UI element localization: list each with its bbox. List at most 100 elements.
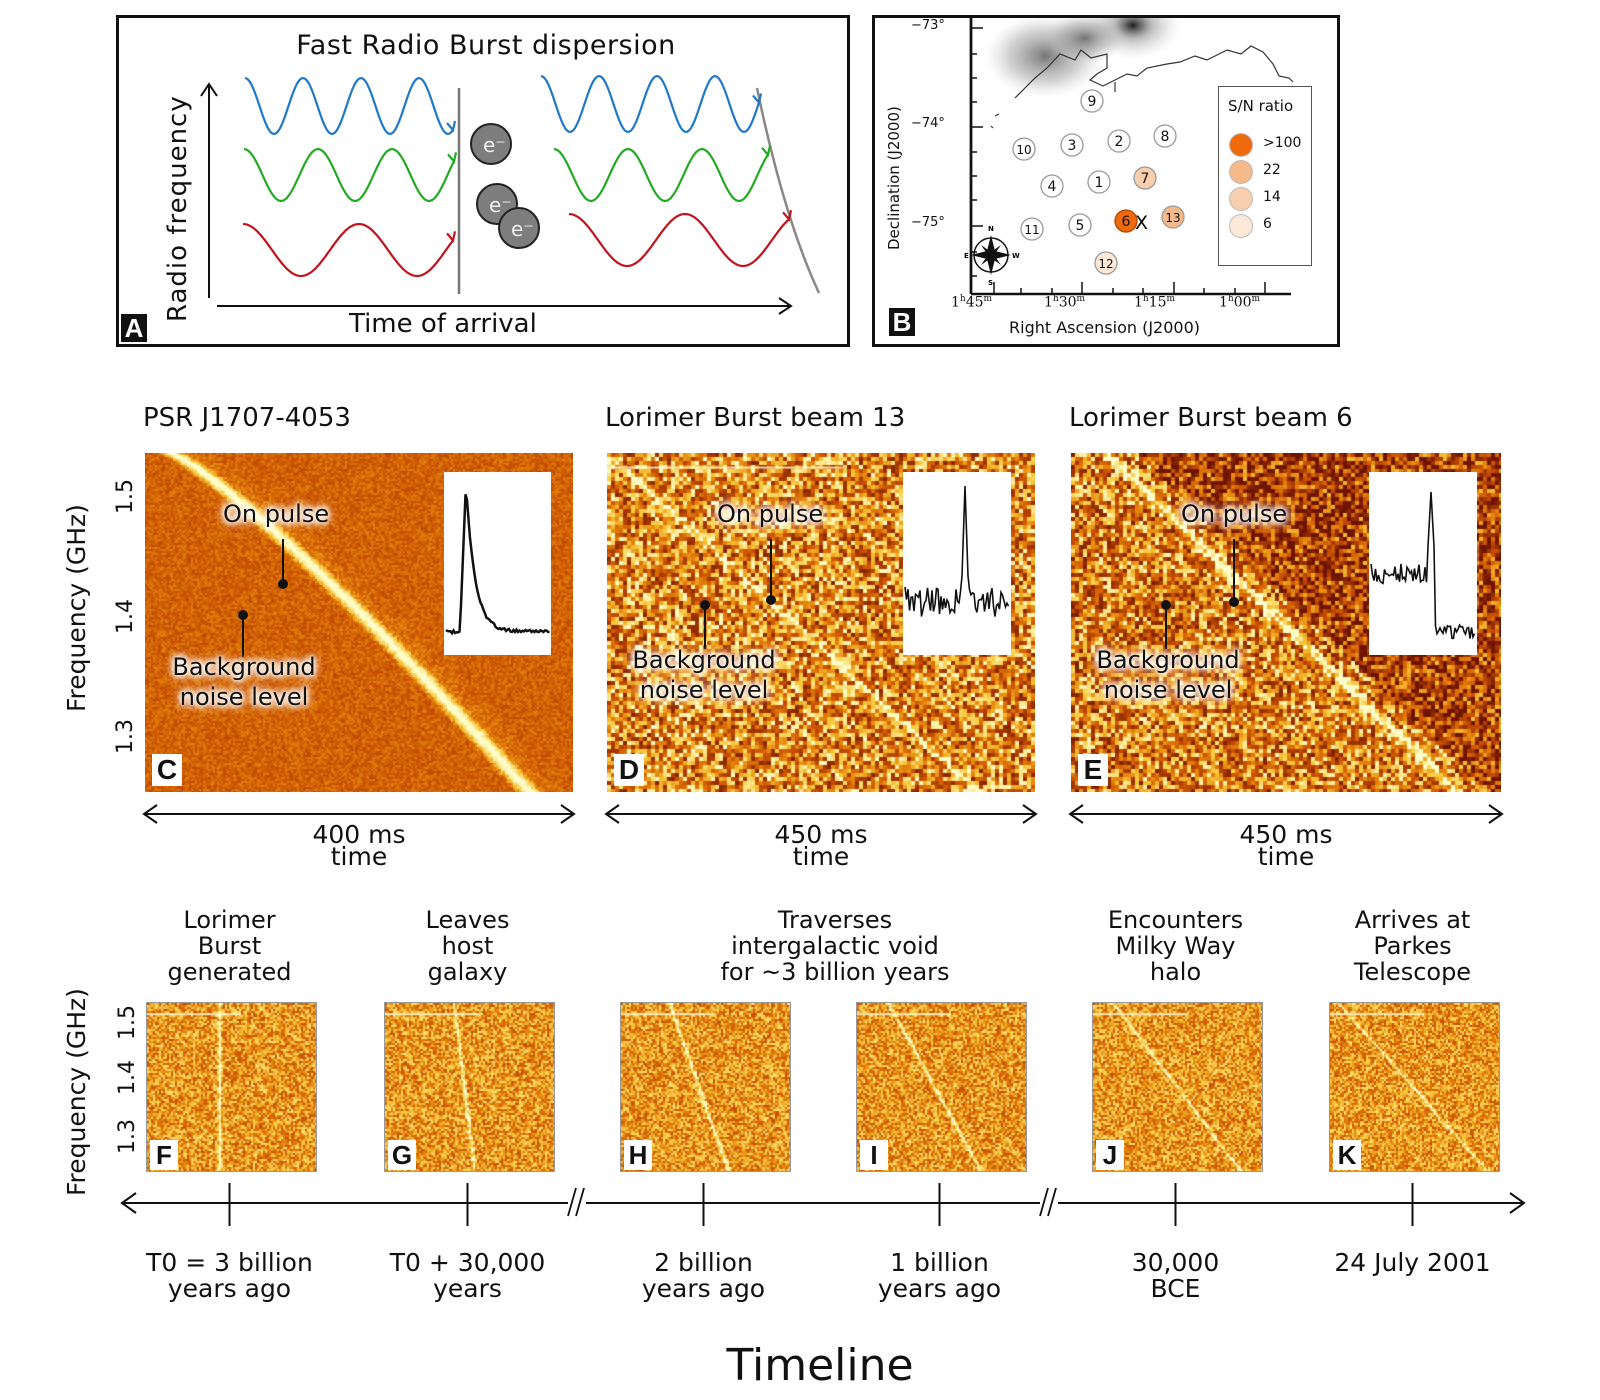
legend-label: 14 xyxy=(1263,189,1281,205)
caption-line: intergalactic void xyxy=(731,932,939,960)
stage-time-label: T0 = 3 billion years ago xyxy=(110,1250,350,1302)
frequency-axis-label-top: Frequency (GHz) xyxy=(62,504,91,712)
time-line: 1 billion xyxy=(890,1248,989,1277)
panel-letter-i: I xyxy=(860,1140,888,1170)
sn-legend: S/N ratio >100 22 14 6 xyxy=(1218,86,1312,266)
time-word: time xyxy=(1257,842,1315,871)
stage-spectrum: I xyxy=(856,1002,1027,1172)
beam-label: 7 xyxy=(1141,171,1150,187)
time-line: 24 July 2001 xyxy=(1334,1248,1491,1277)
caption-line: galaxy xyxy=(427,958,508,986)
beam-2: 2 xyxy=(1107,129,1131,153)
legend-swatch xyxy=(1229,133,1253,157)
smc-emission-cloud xyxy=(1045,18,1125,64)
time-span-arrow xyxy=(142,804,576,824)
label-line: noise level xyxy=(1103,676,1233,704)
dec-tick-label: −73° xyxy=(911,18,945,33)
ra-hours: 1 xyxy=(1044,294,1053,311)
wave-red-left-arrowhead xyxy=(446,231,457,243)
background-dot xyxy=(1161,600,1171,610)
beam-10: 10 xyxy=(1012,137,1036,161)
stage-time-label: 1 billion years ago xyxy=(820,1250,1060,1302)
legend-label: 22 xyxy=(1263,162,1281,178)
legend-swatch xyxy=(1229,187,1253,211)
y-axis-arrowhead xyxy=(200,82,218,97)
label-line: Background xyxy=(632,646,776,674)
stage-time-label: T0 + 30,000 years xyxy=(348,1250,588,1302)
caption-line: Burst xyxy=(197,932,262,960)
panel-letter-h: H xyxy=(624,1140,652,1170)
panel-a-dispersion-diagram: Fast Radio Burst dispersion e⁻ e⁻ e⁻ Rad… xyxy=(116,15,850,347)
time-span-arrow xyxy=(1068,804,1504,824)
svg-text:N: N xyxy=(988,225,994,233)
beam-circle xyxy=(1161,205,1185,229)
time-line: T0 + 30,000 xyxy=(389,1248,546,1277)
duration: 400 ms xyxy=(312,820,406,849)
beam-circle xyxy=(1020,217,1044,241)
on-pulse-label: On pulse xyxy=(223,500,330,528)
beam-3: 3 xyxy=(1060,133,1084,157)
pulse-profile-plot xyxy=(445,493,550,636)
background-dot xyxy=(700,600,710,610)
beam-circle xyxy=(1107,129,1131,153)
beam-circle xyxy=(1080,89,1104,113)
beam-label: 1 xyxy=(1095,175,1104,191)
timeline-axis xyxy=(120,1183,1526,1226)
freq-tick-1.3: 1.3 xyxy=(113,719,138,754)
beam-circle xyxy=(1114,209,1138,233)
wave-green-left-arrowhead xyxy=(447,152,458,164)
caption-line: for ~3 billion years xyxy=(720,958,950,986)
legend-label: 6 xyxy=(1263,216,1272,232)
beam-circle xyxy=(1133,166,1157,190)
stage-spectrum: K xyxy=(1329,1002,1500,1172)
beam-circle xyxy=(1068,213,1092,237)
panel-b-beam-map: N S E W 1 2 3 4 5 6 7 8 9 10 11 12 13 X −73° −74° −7… xyxy=(872,15,1340,347)
dispersed-wavefront-curve xyxy=(755,87,821,294)
stage-caption: Encounters Milky Way halo xyxy=(1066,907,1286,985)
panel-a-xlabel: Time of arrival xyxy=(349,309,537,339)
background-pointer xyxy=(704,609,706,649)
beam-label: 10 xyxy=(1016,143,1031,157)
pulse-profile-line xyxy=(904,485,1010,617)
wave-red-right xyxy=(568,212,790,268)
compass-rose-icon: N S E W xyxy=(964,225,1020,287)
legend-swatch xyxy=(1229,214,1253,238)
beam-label: 13 xyxy=(1165,211,1180,225)
beam-circle xyxy=(1153,124,1177,148)
on-pulse-dot xyxy=(766,595,776,605)
beam-label: 12 xyxy=(1098,257,1113,271)
wave-blue-left xyxy=(244,76,454,135)
caption-line: halo xyxy=(1149,958,1202,986)
spectrum-title: PSR J1707-4053 xyxy=(143,403,351,433)
time-line: 2 billion xyxy=(654,1248,753,1277)
time-span-label: 450 ms time xyxy=(607,822,1035,871)
time-line: years xyxy=(433,1274,502,1303)
time-word: time xyxy=(792,842,850,871)
stage-spectrum: J xyxy=(1092,1002,1263,1172)
stage-time-label: 30,000 BCE xyxy=(1056,1250,1296,1302)
stage-time-label: 24 July 2001 xyxy=(1293,1250,1533,1276)
background-pointer xyxy=(242,619,244,657)
stage-caption: Lorimer Burst generated xyxy=(120,907,340,985)
beam-circle xyxy=(1060,133,1084,157)
pulse-profile-line xyxy=(445,493,550,636)
shared-caption-traverses: Traverses intergalactic void for ~3 bill… xyxy=(700,907,970,985)
beam-label: 2 xyxy=(1115,134,1124,150)
pulse-profile-inset xyxy=(444,472,551,655)
axis-break-icon xyxy=(567,1187,586,1218)
time-span-label: 400 ms time xyxy=(145,820,573,869)
ra-hours: 1 xyxy=(951,294,960,311)
dynamic-spectrum: On pulse Background noise level E xyxy=(1071,453,1501,792)
pulse-profile-plot xyxy=(904,485,1010,617)
beam-13: 13 xyxy=(1161,205,1185,229)
beam-label: 4 xyxy=(1048,179,1057,195)
beam-5: 5 xyxy=(1068,213,1092,237)
beam-label: 8 xyxy=(1161,129,1170,145)
pulse-profile-line xyxy=(1370,491,1476,640)
spectrum-title: Lorimer Burst beam 6 xyxy=(1069,403,1353,433)
wave-green-right-arrowhead xyxy=(761,145,772,158)
panel-letter-f: F xyxy=(150,1140,178,1170)
on-pulse-label: On pulse xyxy=(717,500,824,528)
timeline-title: Timeline xyxy=(726,1340,914,1391)
